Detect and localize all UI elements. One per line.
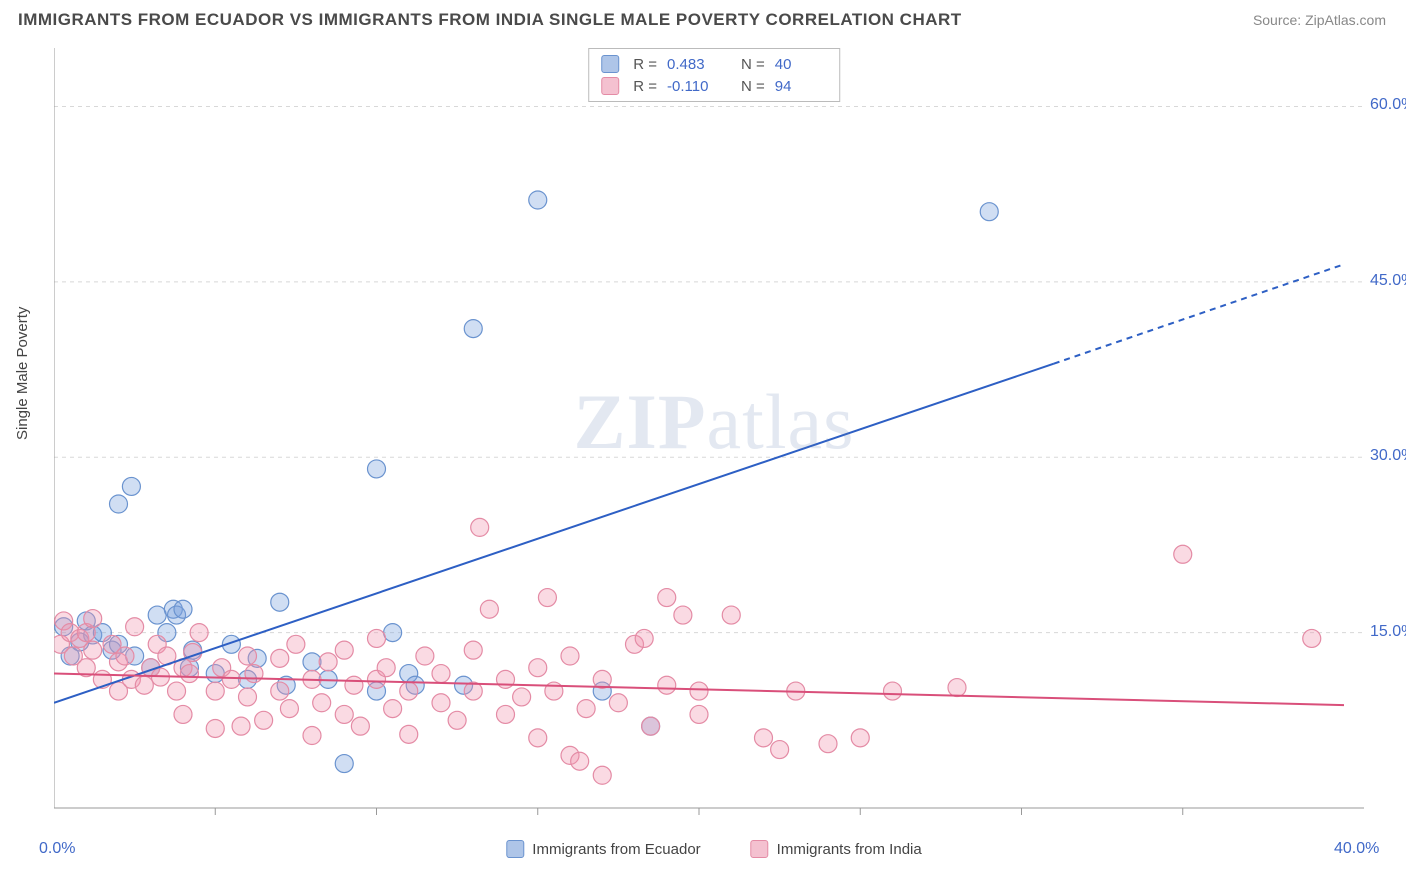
legend-item: Immigrants from India <box>751 840 922 858</box>
ecuador-swatch-icon <box>506 840 524 858</box>
legend-stats-row: R = 0.483 N = 40 <box>601 53 827 75</box>
x-tick-label: 40.0% <box>1334 840 1379 858</box>
r-value: -0.110 <box>667 78 719 95</box>
legend-item: Immigrants from Ecuador <box>506 840 700 858</box>
y-tick-label: 45.0% <box>1370 272 1406 290</box>
n-value: 94 <box>775 78 827 95</box>
r-label: R = <box>633 56 657 73</box>
n-value: 40 <box>775 56 827 73</box>
y-tick-label: 60.0% <box>1370 96 1406 114</box>
legend-label: Immigrants from Ecuador <box>532 841 700 858</box>
chart-area: ZIPatlas R = 0.483 N = 40 R = -0.110 N =… <box>54 48 1374 828</box>
ecuador-swatch-icon <box>601 55 619 73</box>
correlation-stats-legend: R = 0.483 N = 40 R = -0.110 N = 94 <box>588 48 840 102</box>
y-tick-label: 30.0% <box>1370 447 1406 465</box>
chart-title: IMMIGRANTS FROM ECUADOR VS IMMIGRANTS FR… <box>18 10 962 30</box>
legend-stats-row: R = -0.110 N = 94 <box>601 75 827 97</box>
scatter-plot <box>54 48 1374 828</box>
r-label: R = <box>633 78 657 95</box>
n-label: N = <box>741 56 765 73</box>
source-attribution: Source: ZipAtlas.com <box>1253 12 1386 28</box>
india-swatch-icon <box>601 77 619 95</box>
india-swatch-icon <box>751 840 769 858</box>
r-value: 0.483 <box>667 56 719 73</box>
legend-label: Immigrants from India <box>777 841 922 858</box>
x-tick-label: 0.0% <box>39 840 75 858</box>
n-label: N = <box>741 78 765 95</box>
y-axis-label: Single Male Poverty <box>14 307 31 440</box>
series-legend: Immigrants from Ecuador Immigrants from … <box>506 840 921 858</box>
y-tick-label: 15.0% <box>1370 623 1406 641</box>
